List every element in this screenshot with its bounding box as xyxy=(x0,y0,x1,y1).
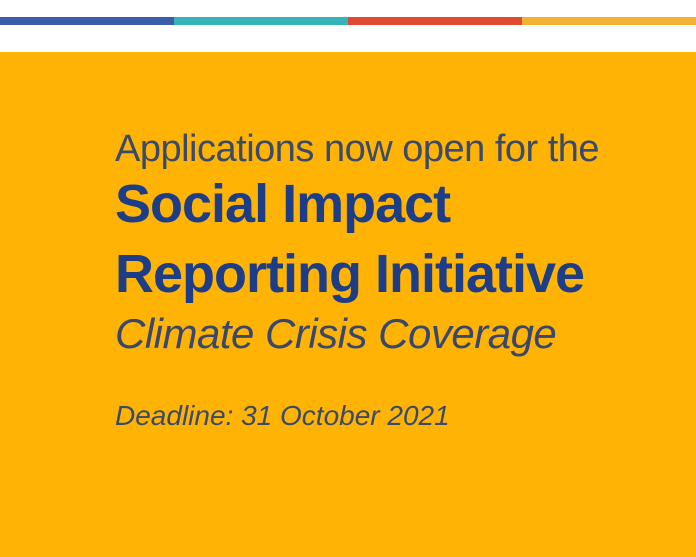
deadline-text: Deadline: 31 October 2021 xyxy=(115,400,450,431)
announcement-panel: Applications now open for the Social Imp… xyxy=(0,52,696,557)
brand-bar-teal-segment xyxy=(174,17,348,25)
brand-bar-red-segment xyxy=(348,17,522,25)
brand-bar-blue-segment xyxy=(0,17,174,25)
title-line-1: Social Impact xyxy=(115,174,451,234)
brand-color-bar xyxy=(0,17,696,25)
subtitle-text: Climate Crisis Coverage xyxy=(115,310,557,357)
brand-bar-amber-segment xyxy=(522,17,696,25)
kicker-text: Applications now open for the xyxy=(115,128,600,170)
header-strip xyxy=(0,0,696,52)
title-line-2: Reporting Initiative xyxy=(115,244,585,304)
